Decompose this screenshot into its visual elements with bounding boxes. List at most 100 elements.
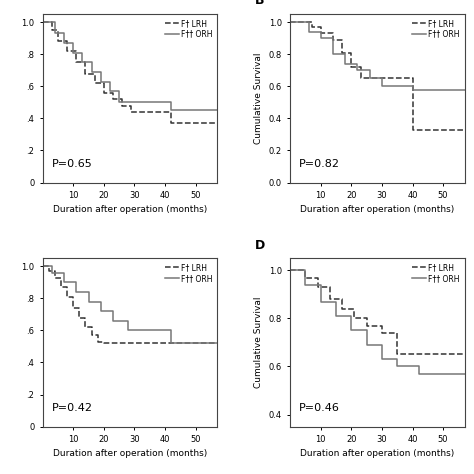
Text: P=0.46: P=0.46 <box>299 403 340 413</box>
F†† ORH <box>73 289 79 295</box>
F†† ORH <box>379 83 385 89</box>
F†† ORH <box>110 318 116 324</box>
F† LRH <box>330 31 336 36</box>
F† LRH <box>128 109 134 115</box>
F†† ORH <box>434 87 440 92</box>
F†† ORH <box>367 75 373 81</box>
F†† ORH <box>168 100 174 105</box>
F†† ORH <box>86 289 91 295</box>
F†† ORH <box>355 67 360 73</box>
F† LRH <box>101 80 107 86</box>
F†† ORH <box>61 270 67 275</box>
F† LRH <box>95 339 100 345</box>
F† LRH <box>168 109 174 115</box>
F† LRH <box>348 50 354 55</box>
Text: P=0.82: P=0.82 <box>299 159 340 169</box>
F† LRH <box>46 268 52 274</box>
Text: B: B <box>255 0 265 8</box>
F†† ORH <box>318 282 324 288</box>
F† LRH <box>214 340 220 346</box>
F†† ORH <box>214 108 220 113</box>
F†† ORH <box>306 29 311 35</box>
F†† ORH <box>348 328 354 333</box>
Y-axis label: Cumulative Survival: Cumulative Survival <box>254 297 263 388</box>
F†† ORH <box>61 40 67 46</box>
F† LRH <box>358 75 364 81</box>
F† LRH <box>76 315 82 320</box>
F† LRH <box>318 24 324 30</box>
F† LRH <box>410 127 415 132</box>
F†† ORH <box>379 342 385 348</box>
F†† ORH <box>416 364 421 369</box>
F† LRH <box>76 305 82 311</box>
Text: P=0.65: P=0.65 <box>51 159 92 169</box>
F† LRH <box>287 267 293 273</box>
Line: F†† ORH: F†† ORH <box>43 22 217 110</box>
F† LRH <box>92 71 98 76</box>
F† LRH <box>82 59 88 65</box>
F† LRH <box>58 284 64 290</box>
F†† ORH <box>107 79 113 84</box>
F†† ORH <box>434 87 440 92</box>
F† LRH <box>128 103 134 109</box>
F† LRH <box>52 268 58 274</box>
F† LRH <box>315 274 320 280</box>
F† LRH <box>434 352 440 357</box>
Legend: F† LRH, F†† ORH: F† LRH, F†† ORH <box>164 18 213 39</box>
F†† ORH <box>89 69 94 75</box>
F†† ORH <box>364 328 370 333</box>
F† LRH <box>82 324 88 330</box>
F†† ORH <box>80 50 85 55</box>
X-axis label: Duration after operation (months): Duration after operation (months) <box>53 449 207 458</box>
F† LRH <box>64 48 70 54</box>
F†† ORH <box>110 309 116 314</box>
F†† ORH <box>214 340 220 346</box>
F†† ORH <box>98 79 104 84</box>
F† LRH <box>327 284 333 290</box>
F† LRH <box>71 305 76 311</box>
F†† ORH <box>126 318 131 324</box>
F† LRH <box>101 340 107 346</box>
F† LRH <box>64 294 70 300</box>
F†† ORH <box>98 299 104 304</box>
F†† ORH <box>440 371 446 376</box>
F† LRH <box>101 339 107 345</box>
F†† ORH <box>333 313 339 319</box>
F† LRH <box>49 19 55 25</box>
F† LRH <box>40 264 46 269</box>
F† LRH <box>410 75 415 81</box>
Line: F† LRH: F† LRH <box>290 270 465 355</box>
F†† ORH <box>168 108 174 113</box>
Line: F† LRH: F† LRH <box>43 22 217 123</box>
F† LRH <box>82 315 88 320</box>
F†† ORH <box>410 87 415 92</box>
F† LRH <box>89 332 94 338</box>
F† LRH <box>58 274 64 280</box>
F† LRH <box>40 19 46 25</box>
F†† ORH <box>116 88 122 94</box>
F† LRH <box>101 90 107 96</box>
F†† ORH <box>410 83 415 89</box>
F† LRH <box>309 24 314 30</box>
F† LRH <box>95 332 100 338</box>
F† LRH <box>379 75 385 81</box>
F† LRH <box>379 323 385 328</box>
F†† ORH <box>416 371 421 376</box>
F† LRH <box>352 316 357 321</box>
Line: F†† ORH: F†† ORH <box>290 270 465 374</box>
F† LRH <box>82 71 88 76</box>
F† LRH <box>116 340 122 346</box>
F† LRH <box>52 274 58 280</box>
F† LRH <box>46 264 52 269</box>
Line: F† LRH: F† LRH <box>43 266 217 343</box>
F†† ORH <box>49 264 55 269</box>
F†† ORH <box>107 88 113 94</box>
F† LRH <box>168 120 174 126</box>
F† LRH <box>352 306 357 311</box>
F†† ORH <box>379 75 385 81</box>
F†† ORH <box>98 309 104 314</box>
F† LRH <box>339 50 345 55</box>
F†† ORH <box>287 267 293 273</box>
F† LRH <box>55 38 61 44</box>
F† LRH <box>64 284 70 290</box>
